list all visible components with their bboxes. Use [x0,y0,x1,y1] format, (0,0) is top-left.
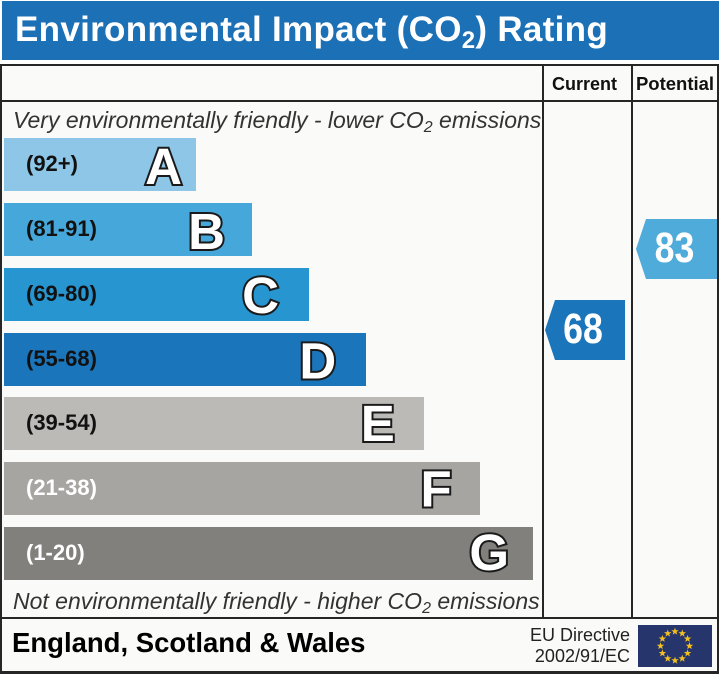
svg-text:E: E [361,397,395,449]
svg-text:D: D [299,333,336,385]
svg-text:G: G [469,527,509,579]
svg-text:B: B [188,203,225,255]
svg-text:C: C [242,268,279,320]
svg-text:F: F [421,462,452,514]
svg-text:A: A [145,138,182,190]
